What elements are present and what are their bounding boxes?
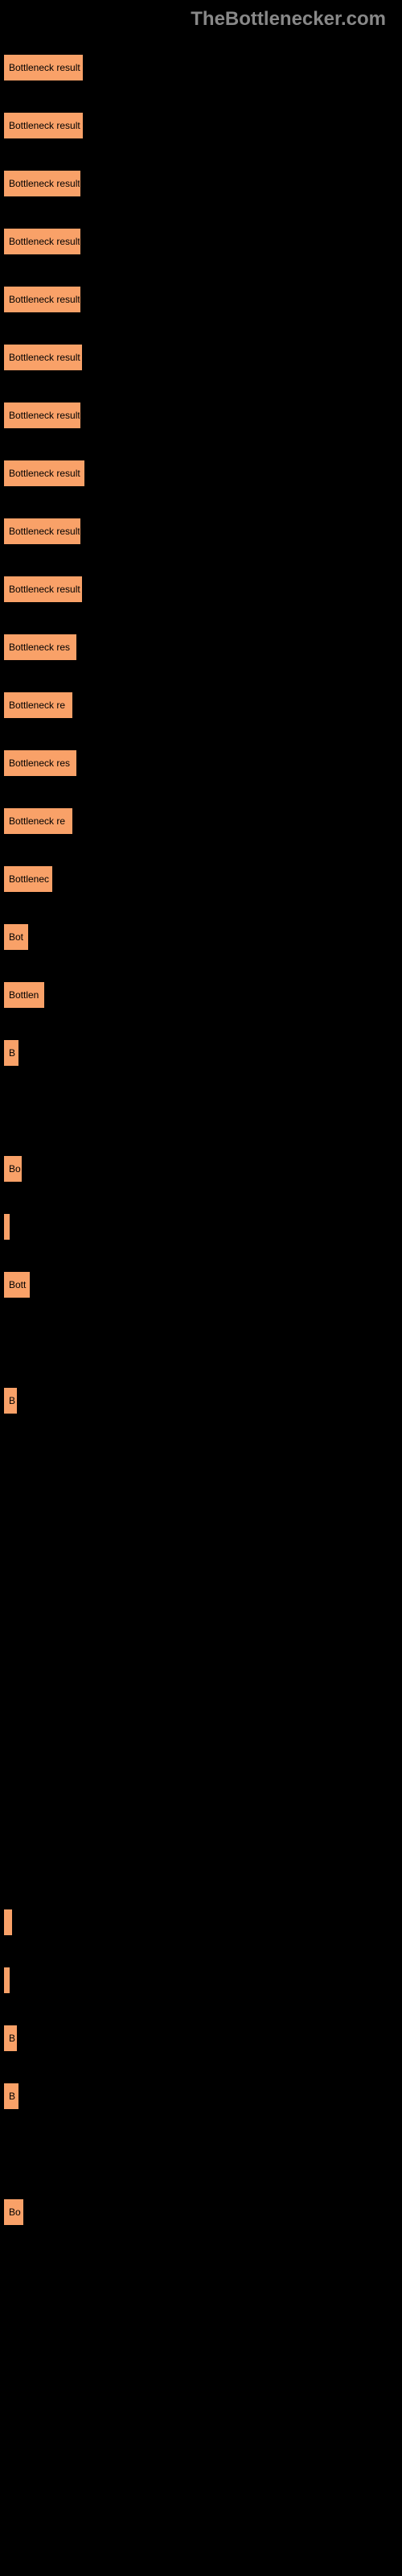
- bar-row: Bottleneck res: [4, 634, 398, 660]
- bar-row: [4, 1504, 398, 1530]
- bar-row: B: [4, 2025, 398, 2051]
- bar: Bott: [4, 1272, 30, 1298]
- header-title: TheBottlenecker.com: [191, 8, 386, 30]
- bar-row: [4, 1446, 398, 1472]
- bar: Bottleneck re: [4, 808, 72, 834]
- bar-row: Bottleneck result: [4, 287, 398, 312]
- bar: Bottleneck result: [4, 460, 84, 486]
- bar-row: Bottlen: [4, 982, 398, 1008]
- bar: Bottleneck res: [4, 634, 76, 660]
- bar-row: [4, 1967, 398, 1993]
- bar: Bottleneck result: [4, 518, 80, 544]
- bar: B: [4, 2025, 17, 2051]
- bar: Bottleneck result: [4, 229, 80, 254]
- bar: [4, 1909, 12, 1935]
- bar: Bottleneck result: [4, 402, 80, 428]
- bar-row: Bottleneck result: [4, 518, 398, 544]
- bar-row: [4, 1214, 398, 1240]
- bar-row: Bottleneck result: [4, 113, 398, 138]
- bar-row: [4, 1852, 398, 1877]
- bar-row: [4, 1794, 398, 1819]
- bar-row: [4, 2141, 398, 2167]
- bar-row: [4, 1736, 398, 1761]
- bar-row: B: [4, 1388, 398, 1414]
- bar: Bottleneck result: [4, 576, 82, 602]
- bar: Bottleneck result: [4, 113, 83, 138]
- bar-row: [4, 1098, 398, 1124]
- bar-row: [4, 1909, 398, 1935]
- bar: [4, 1967, 10, 1993]
- bar: B: [4, 1388, 17, 1414]
- bar-row: Bottleneck re: [4, 808, 398, 834]
- bar: Bottleneck res: [4, 750, 76, 776]
- bar: B: [4, 2083, 18, 2109]
- bar: Bottlenec: [4, 866, 52, 892]
- bar: Bottleneck result: [4, 171, 80, 196]
- bar: Bottleneck result: [4, 55, 83, 80]
- bar-row: Bottlenec: [4, 866, 398, 892]
- bar: Bottleneck re: [4, 692, 72, 718]
- site-header: TheBottlenecker.com: [0, 0, 402, 39]
- bar-row: Bottleneck res: [4, 750, 398, 776]
- bar: Bot: [4, 924, 28, 950]
- bar-row: Bottleneck result: [4, 460, 398, 486]
- bar-row: [4, 1620, 398, 1645]
- bar-row: Bottleneck result: [4, 345, 398, 370]
- bar-row: Bottleneck result: [4, 171, 398, 196]
- bar-row: Bott: [4, 1272, 398, 1298]
- bar-row: B: [4, 2083, 398, 2109]
- bar-row: [4, 1330, 398, 1356]
- bar: Bottleneck result: [4, 345, 82, 370]
- bar-row: Bottleneck re: [4, 692, 398, 718]
- bar-row: Bottleneck result: [4, 576, 398, 602]
- bar-row: Bottleneck result: [4, 229, 398, 254]
- bar-row: [4, 1678, 398, 1703]
- bar-row: Bottleneck result: [4, 402, 398, 428]
- bar-row: [4, 2257, 398, 2283]
- bar-row: B: [4, 1040, 398, 1066]
- bar: [4, 1214, 10, 1240]
- bar: Bo: [4, 1156, 22, 1182]
- bar: Bo: [4, 2199, 23, 2225]
- bar-row: Bottleneck result: [4, 55, 398, 80]
- bar-chart: Bottleneck result Bottleneck result Bottle…: [0, 39, 402, 2331]
- bar: Bottlen: [4, 982, 44, 1008]
- bar: Bottleneck result: [4, 287, 80, 312]
- bar-row: Bot: [4, 924, 398, 950]
- bar: B: [4, 1040, 18, 1066]
- bar-row: Bo: [4, 1156, 398, 1182]
- bar-row: [4, 1562, 398, 1587]
- bar-row: Bo: [4, 2199, 398, 2225]
